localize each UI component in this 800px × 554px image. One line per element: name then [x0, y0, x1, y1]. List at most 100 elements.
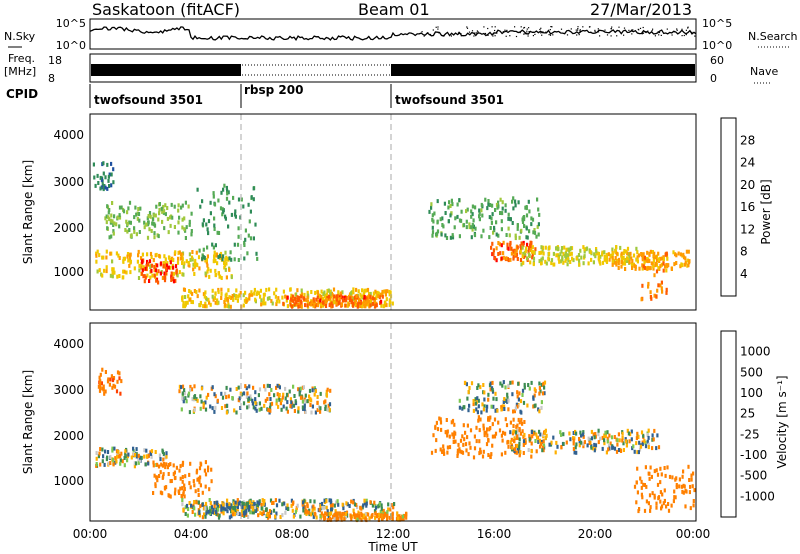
nsearch-dot-50: [623, 27, 626, 29]
velocity-cell-5-13: [286, 409, 289, 414]
velocity-cell-2-270: [272, 508, 276, 513]
power-cell-4-83: [184, 236, 187, 240]
velocity-colorbar-tick-1: 500: [740, 365, 763, 379]
power-cell-5-0: [242, 204, 245, 209]
velocity-cell-7-201: [601, 446, 604, 451]
power-cell-8-59: [529, 260, 532, 265]
velocity-heatmap: [95, 367, 696, 523]
power-cell-6-107: [449, 213, 452, 218]
velocity-cell-7-122: [597, 432, 600, 437]
velocity-cell-1-79: [188, 481, 191, 486]
nsearch-dot-137: [526, 28, 528, 30]
nsearch-dot-47: [590, 31, 592, 33]
power-cell-4-59: [143, 225, 146, 230]
velocity-cell-3-94: [222, 502, 225, 507]
velocity-cell-7-168: [530, 430, 533, 434]
velocity-cell-5-18: [183, 391, 186, 396]
velocity-cell-9-62: [642, 482, 645, 487]
power-cell-5-21: [252, 197, 255, 202]
velocity-cell-1-28: [181, 460, 185, 465]
velocity-cell-7-107: [607, 444, 611, 449]
power-cell-4-29: [128, 200, 132, 205]
velocity-cell-5-149: [200, 386, 203, 391]
velocity-cell-5-205: [303, 407, 306, 412]
nsearch-dot-99: [588, 26, 591, 28]
velocity-cell-6-127: [489, 426, 492, 430]
velocity-cell-1-84: [182, 489, 185, 494]
power-cell-0-91: [215, 253, 218, 258]
velocity-cell-5-224: [244, 384, 247, 389]
velocity-cell-6-98: [487, 417, 490, 422]
power-cell-6-76: [514, 199, 517, 204]
power-cell-6-5: [492, 230, 495, 235]
velocity-cell-0-30: [97, 454, 100, 459]
velocity-cell-4-106: [344, 514, 347, 519]
power-cell-6-147: [471, 222, 474, 227]
velocity-cell-6-88: [486, 427, 489, 432]
power-cell-3-137: [310, 302, 313, 307]
power-cell-0-204: [158, 253, 161, 258]
velocity-cell-4-96: [356, 517, 359, 522]
power-cell-6-114: [442, 224, 445, 229]
velocity-cell-2-87: [262, 510, 265, 514]
velocity-cell-2-88: [328, 498, 331, 503]
power-cell-9-37: [654, 255, 657, 260]
power-cell-2-33: [260, 298, 263, 303]
velocity-cell-9-51: [667, 508, 671, 513]
power-cell-0-179: [213, 257, 216, 262]
nave-tick-bottom: 0: [710, 72, 717, 85]
power-cell-6-41: [500, 227, 503, 232]
velocity-cell-9-44: [674, 495, 677, 500]
power-cell-1-42: [156, 263, 159, 268]
power-cell-8-164: [532, 256, 536, 261]
power-cell-4-37: [133, 229, 136, 234]
power-cell-5-71: [209, 200, 212, 205]
velocity-cell-2-253: [283, 501, 286, 506]
power-cell-4-64: [166, 206, 169, 210]
velocity-cell-0-9: [158, 453, 161, 458]
power-cell-3-117: [340, 294, 343, 299]
nsearch-dot-107: [594, 29, 596, 31]
power-cell-7-17: [522, 240, 525, 245]
power-cell-10-1: [647, 265, 650, 270]
power-ytick-3000: 3000: [53, 175, 84, 189]
velocity-cell-5-106: [319, 391, 322, 396]
velocity-panel: 4000 3000 2000 1000 Slant Range [km] 100…: [21, 322, 789, 523]
power-cell-0-125: [224, 250, 227, 255]
power-cell-8-77: [558, 259, 561, 264]
velocity-cell-6-38: [456, 448, 459, 453]
velocity-cell-0-46: [119, 454, 122, 458]
velocity-cell-3-36: [215, 508, 218, 512]
velocity-cell-9-84: [681, 474, 684, 479]
velocity-cell-2-283: [330, 507, 333, 512]
nsearch-dot-98: [545, 31, 547, 33]
power-cell-0-50: [128, 256, 132, 261]
power-cell-2-312: [339, 291, 342, 296]
power-cell-11-29: [99, 175, 102, 180]
power-cell-6-39: [501, 200, 504, 205]
nsearch-dot-4: [676, 28, 678, 30]
power-cell-9-55: [670, 266, 673, 271]
power-cell-7-0: [527, 249, 530, 254]
power-cell-6-18: [430, 205, 433, 210]
power-cell-3-33: [322, 300, 325, 305]
power-cell-4-42: [161, 219, 164, 224]
power-cell-5-52: [230, 257, 233, 262]
velocity-cell-9-31: [672, 499, 675, 504]
velocity-cell-2-189: [218, 513, 221, 518]
velocity-cell-2-23: [365, 498, 368, 503]
nsearch-dot-39: [496, 32, 498, 34]
power-cell-3-8: [292, 299, 295, 304]
velocity-cell-8-102: [506, 399, 509, 404]
power-cell-0-193: [98, 253, 101, 258]
power-cell-9-67: [675, 261, 678, 265]
velocity-cell-10-31: [98, 375, 101, 380]
power-cell-4-118: [135, 232, 138, 237]
velocity-cell-2-315: [247, 515, 250, 519]
power-cell-2-50: [242, 293, 245, 298]
velocity-cell-6-22: [482, 426, 485, 431]
velocity-cell-7-15: [636, 450, 639, 455]
velocity-cell-8-18: [476, 386, 479, 390]
velocity-cell-1-38: [173, 476, 176, 481]
power-cell-8-172: [561, 257, 564, 262]
